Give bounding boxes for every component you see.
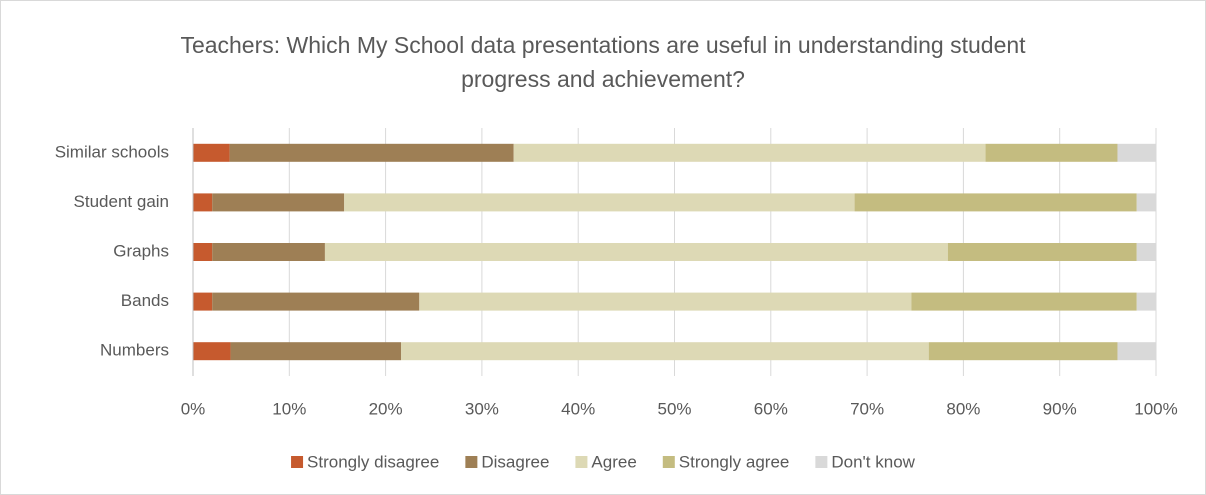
legend-label: Strongly agree [679, 452, 790, 471]
y-tick-label: Student gain [74, 192, 169, 211]
bar-segment [212, 292, 420, 311]
bar-segment [911, 292, 1137, 311]
bar-segment [193, 243, 213, 261]
bar-segment [513, 143, 986, 162]
legend-swatch [465, 456, 478, 468]
bar-segment [230, 342, 402, 361]
x-tick-label: 0% [181, 399, 206, 418]
y-tick-label: Similar schools [55, 142, 169, 161]
x-tick-label: 30% [465, 399, 499, 418]
bar-segment [212, 243, 325, 261]
bar-segment [193, 193, 213, 212]
legend-swatch [662, 456, 675, 468]
bar-segment [947, 243, 1137, 261]
bar-segment [193, 292, 213, 311]
y-tick-label: Graphs [113, 241, 169, 260]
x-tick-label: 100% [1134, 399, 1177, 418]
bar-segment [985, 143, 1118, 162]
legend-swatch [815, 456, 828, 468]
bar-segment [1117, 143, 1156, 162]
bar-segment [193, 342, 231, 361]
legend-swatch [575, 456, 588, 468]
chart-title: Teachers: Which My School data presentat… [180, 32, 1026, 92]
x-tick-label: 20% [369, 399, 403, 418]
bar-segment [1117, 342, 1156, 361]
bar-segment [854, 193, 1137, 212]
bar-segment [1136, 193, 1156, 212]
x-tick-label: 40% [561, 399, 595, 418]
bar-segment [928, 342, 1118, 361]
y-tick-label: Bands [121, 291, 169, 310]
bar-segment [229, 143, 514, 162]
bar-segment [324, 243, 948, 261]
x-tick-label: 70% [850, 399, 884, 418]
legend-label: Strongly disagree [307, 452, 439, 471]
x-tick-label: 80% [946, 399, 980, 418]
bar-segment [193, 143, 230, 162]
legend-label: Don't know [831, 452, 915, 471]
y-tick-label: Numbers [100, 341, 169, 360]
bar-segment [1136, 243, 1156, 261]
legend-swatch [291, 456, 304, 468]
bar-segment [344, 193, 855, 212]
legend-label: Agree [591, 452, 636, 471]
bar-segment [419, 292, 912, 311]
bar-segment [212, 193, 345, 212]
x-tick-label: 10% [272, 399, 306, 418]
bar-segment [1136, 292, 1156, 311]
x-tick-label: 50% [657, 399, 691, 418]
x-tick-label: 60% [754, 399, 788, 418]
x-tick-label: 90% [1043, 399, 1077, 418]
legend-label: Disagree [481, 452, 549, 471]
bar-segment [401, 342, 929, 361]
